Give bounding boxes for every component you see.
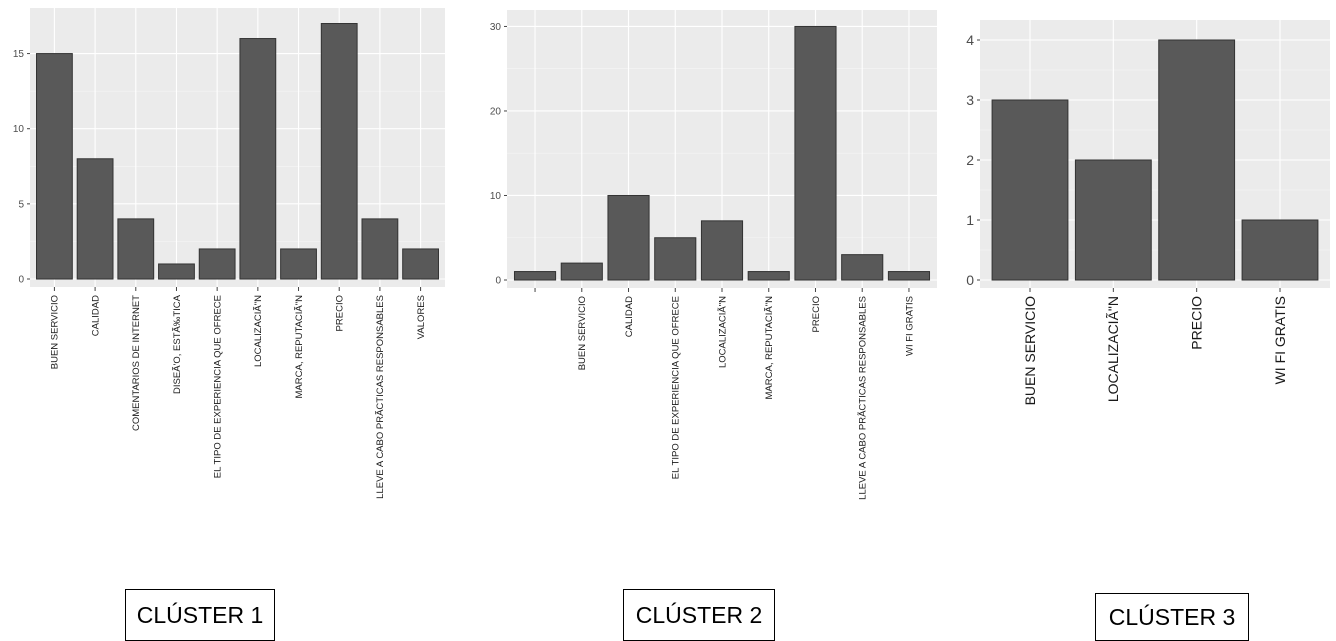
x-tick-label: MARCA, REPUTACIÃ"N — [294, 295, 305, 399]
bar — [654, 237, 697, 281]
bar — [158, 263, 195, 280]
x-tick-label: BUEN SERVICIO — [577, 296, 588, 370]
y-tick-label: 0 — [966, 272, 974, 288]
bar — [320, 23, 358, 280]
chart-panel-3: 0 1 2 3 4 BUEN SERVICIO LOCALIZACIÃ"N PRECIO WI … — [940, 0, 1336, 505]
x-tick-label: BUEN SERVICIO — [1022, 296, 1038, 406]
bar — [1241, 219, 1319, 281]
x-tick-label: LLEVE A CABO PRÃCTICAS RESPONSABLES — [858, 296, 869, 500]
bar — [887, 271, 931, 281]
y-tick-label: 30 — [490, 22, 502, 33]
y-tick-label: 3 — [966, 92, 974, 108]
x-tick-label: LOCALIZACIÃ"N — [253, 295, 264, 367]
chart-panel-1: 0 5 10 15 BUEN SERVICIO CALIDAD COMENTARIOS DE… — [0, 0, 445, 505]
bar — [513, 271, 557, 281]
y-tick-label: 2 — [966, 152, 974, 168]
x-tick-label: CALIDAD — [624, 296, 635, 337]
chart-1: 0 5 10 15 BUEN SERVICIO CALIDAD COMENTARIOS DE… — [13, 8, 445, 499]
x-tick-label: EL TIPO DE EXPERIENCIA QUE OFRECE — [671, 296, 682, 479]
x-tick-label: PRECIO — [811, 296, 822, 332]
x-tick-label: LOCALIZACIÃ"N — [717, 296, 728, 368]
cluster-2-caption: CLÚSTER 2 — [623, 589, 775, 641]
y-tick-label: 4 — [966, 32, 974, 48]
y-tick-label: 0 — [495, 276, 501, 287]
bar — [1158, 39, 1236, 281]
bar — [402, 248, 439, 280]
bar — [1074, 159, 1152, 281]
bar — [280, 248, 317, 280]
y-tick-label: 10 — [490, 191, 502, 202]
x-tick-label: COMENTARIOS DE INTERNET — [131, 295, 142, 431]
bar — [560, 262, 603, 281]
bar — [36, 53, 73, 280]
y-tick-label: 10 — [13, 124, 25, 135]
bar — [700, 220, 744, 281]
chart-2: 0 10 20 30 BUEN SERVICIO CALIDAD EL TIPO DE EX… — [490, 10, 937, 500]
bar — [607, 194, 650, 281]
chart-panel-2: 0 10 20 30 BUEN SERVICIO CALIDAD EL TIPO DE EX… — [462, 0, 942, 505]
cluster-1-caption: CLÚSTER 1 — [125, 589, 275, 641]
bar — [747, 271, 790, 281]
x-tick-label: EL TIPO DE EXPERIENCIA QUE OFRECE — [212, 295, 223, 478]
y-tick-label: 15 — [13, 49, 25, 60]
bar — [361, 218, 399, 280]
bar — [76, 158, 114, 280]
x-tick-label: LLEVE A CABO PRÃCTICAS RESPONSABLES — [375, 295, 386, 499]
y-tick-label: 1 — [966, 212, 974, 228]
x-tick-label: WI FI GRATIS — [1272, 296, 1288, 384]
y-tick-label: 20 — [490, 106, 502, 117]
x-tick-label: PRECIO — [335, 295, 346, 331]
x-tick-label: PRECIO — [1189, 296, 1205, 350]
bar — [239, 38, 277, 280]
bar — [198, 248, 236, 280]
bar — [794, 25, 837, 281]
y-tick-label: 5 — [18, 199, 24, 210]
y-tick-label: 0 — [18, 275, 24, 286]
bar — [991, 99, 1069, 281]
bar — [117, 218, 155, 280]
x-tick-label: MARCA, REPUTACIÃ"N — [764, 296, 775, 400]
x-tick-label: VALORES — [416, 295, 427, 339]
x-tick-label: CALIDAD — [90, 295, 101, 336]
x-tick-label: DISEÃ'O, ESTÃ‰TICA — [172, 294, 183, 394]
chart-3: 0 1 2 3 4 BUEN SERVICIO LOCALIZACIÃ"N PRECIO WI … — [966, 20, 1330, 406]
cluster-3-caption: CLÚSTER 3 — [1095, 593, 1249, 641]
x-tick-label: LOCALIZACIÃ"N — [1105, 296, 1121, 402]
bar — [841, 254, 884, 281]
x-tick-label: BUEN SERVICIO — [50, 295, 61, 369]
x-tick-label: WI FI GRATIS — [904, 296, 915, 356]
